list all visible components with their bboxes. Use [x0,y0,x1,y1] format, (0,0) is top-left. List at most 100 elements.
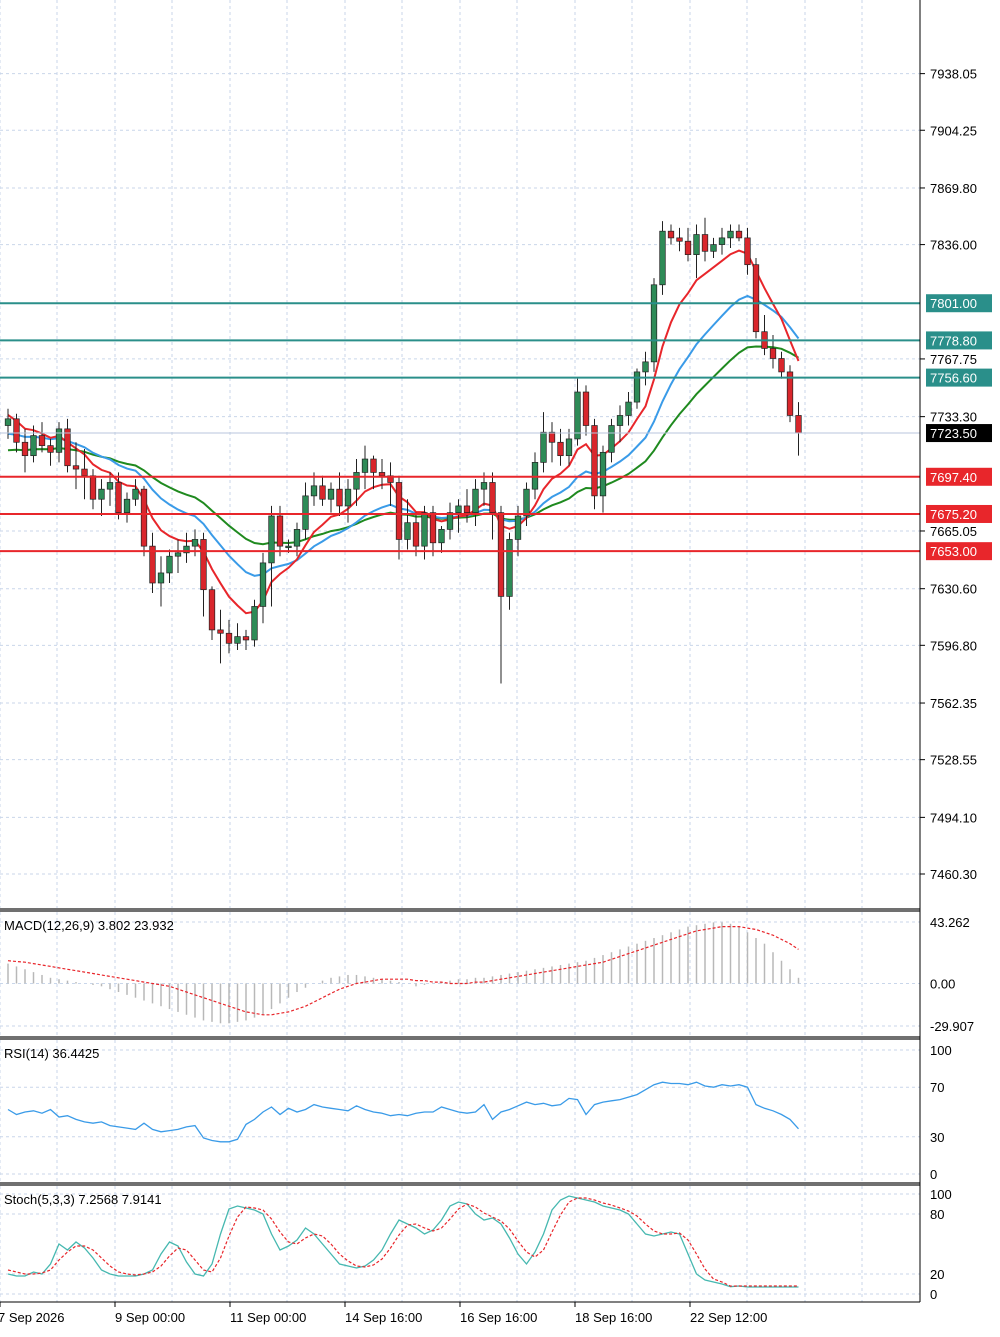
rsi-line [7,1081,799,1143]
support-level-1-label: 7675.20 [930,507,977,522]
candle-body-down [378,472,386,477]
candle [727,224,734,248]
price-y-tick-label: 7869.80 [930,181,977,196]
resistance-level-1-label-bg [926,331,992,350]
candle [506,532,513,610]
candle-body-down [149,545,156,584]
candle [710,237,717,258]
candle [123,492,131,523]
candle [659,221,666,295]
candle-body-up [55,428,63,453]
candle-body-down [497,512,505,597]
candle [38,422,46,453]
candle [778,351,785,379]
macd-y-tick-label: 0.00 [930,976,955,991]
candle-body-down [200,539,207,591]
candle-body-down [489,482,496,513]
candle [140,485,148,557]
candle [472,479,479,527]
candle-body-up [523,488,530,517]
candle-body-down [217,629,224,634]
candle-body-up [98,488,105,500]
resistance-level-0-label: 7801.00 [930,296,977,311]
candle-body-up [438,529,445,544]
rsi-y-tick-label: 30 [930,1130,944,1145]
rsi-title: RSI(14) 36.4425 [4,1046,99,1061]
candle-body-down [752,264,760,333]
candle-body-up [472,488,479,513]
macd-y-tick-label: -29.907 [930,1019,974,1034]
candle [30,425,37,463]
candle-body-down [795,415,802,434]
stoch-y-tick-label: 0 [930,1287,937,1302]
candle [523,482,530,527]
candle [718,227,726,255]
candle [183,532,190,563]
candle-body-down [336,488,343,507]
candle-body-down [319,485,326,500]
stoch-y-tick-label: 80 [930,1207,944,1222]
candle [336,472,343,516]
panel-separator-1 [0,1036,920,1040]
candle-body-down [208,589,216,631]
candle [208,586,216,640]
candle-body-up [234,636,241,644]
candle-body-down [47,445,54,453]
candle [412,512,420,557]
price-y-tick-label: 7562.35 [930,696,977,711]
macd-signal-line [7,926,799,1016]
candle-body-up [514,515,522,540]
candle [353,459,360,506]
rsi-y-tick-label: 0 [930,1167,937,1182]
candle-body-down [412,522,420,547]
candle [625,392,632,426]
candle [174,539,182,573]
candle-body-down [429,512,437,544]
current-price-tag-bg [926,424,992,443]
candle [89,469,97,510]
panel-separator-2 [0,1182,920,1186]
x-tick-label: 9 Sep 00:00 [115,1310,185,1325]
candle [106,472,114,506]
candle-body-up [616,415,624,426]
stoch-title: Stoch(5,3,3) 7.2568 7.9141 [4,1192,162,1207]
candle-body-down [667,230,675,239]
candle [744,227,751,275]
candle-body-up [693,234,700,255]
candle [302,482,309,540]
candle [540,412,547,473]
candle-body-up [404,522,411,540]
candle-body-up [268,515,275,564]
candle-body-down [64,428,71,467]
support-level-0-label-bg [926,467,992,486]
candle-body-up [327,488,335,500]
rsi-y-tick-label: 70 [930,1080,944,1095]
candle [387,462,394,506]
candle-body-down [89,475,97,500]
candle [676,227,683,252]
candle-body-down [242,636,250,641]
support-level-2-label: 7653.00 [930,544,977,559]
candle [591,418,598,510]
candle [582,385,590,436]
price-y-tick-label: 7528.55 [930,753,977,768]
candle-body-up [650,284,658,363]
stoch-y-tick-label: 100 [930,1187,952,1202]
candle-body-up [123,498,131,513]
candle-body-up [106,482,114,490]
candle-body-down [557,441,564,457]
moving-average-mid [7,294,800,577]
candle-body-down [769,348,777,359]
price-y-tick-label: 7494.10 [930,810,977,825]
candle-body-down [463,505,471,513]
candle [489,472,496,540]
candle-body-down [684,240,692,255]
candle-body-up [361,458,369,473]
candle-body-up [531,462,539,490]
candle [608,418,615,463]
price-y-tick-label: 7836.00 [930,238,977,253]
candle-body-up [191,539,199,547]
support-level-0-label: 7697.40 [930,470,977,485]
candle-body-up [599,451,607,497]
candle [735,224,743,242]
